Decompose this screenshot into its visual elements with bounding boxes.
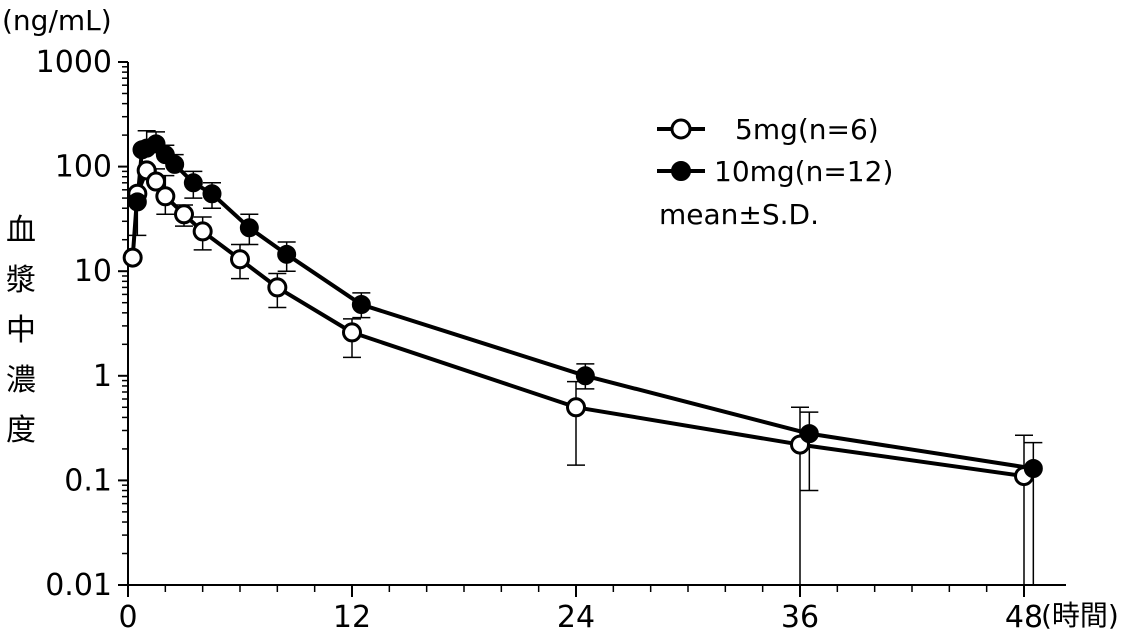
y-ticks: 1000 100 10 1 0.1 0.01 xyxy=(36,45,128,603)
x-unit-label: (時間) xyxy=(1041,599,1119,632)
legend: 5mg(n=6) 10mg(n=12) mean±S.D. xyxy=(657,113,893,231)
data-point-10mg xyxy=(351,295,371,315)
x-tick-label: 48 xyxy=(1005,600,1043,635)
y-axis-label: 血 漿 中 濃 度 xyxy=(6,213,36,448)
data-point-10mg xyxy=(183,173,203,193)
data-point-10mg xyxy=(165,154,185,174)
legend-marker-filled-circle xyxy=(671,161,691,181)
legend-entry-10mg: 10mg(n=12) xyxy=(657,155,893,188)
axes xyxy=(127,62,1066,586)
y-label-char: 濃 xyxy=(6,363,36,398)
y-label-char: 漿 xyxy=(6,263,36,298)
data-point-5mg xyxy=(267,277,288,298)
legend-note: mean±S.D. xyxy=(659,198,819,231)
y-tick-label: 100 xyxy=(55,150,112,185)
legend-marker-open-circle xyxy=(670,118,692,140)
error-bars xyxy=(128,130,1043,586)
series-line-1 xyxy=(135,141,1034,471)
y-tick-label: 10 xyxy=(74,254,112,289)
series-markers xyxy=(122,134,1043,487)
y-unit-label: (ng/mL) xyxy=(2,4,112,37)
x-tick-label: 36 xyxy=(781,600,819,635)
x-tick-label: 12 xyxy=(333,600,371,635)
data-point-10mg xyxy=(202,184,222,204)
data-point-10mg xyxy=(799,424,819,444)
legend-label-5mg: 5mg(n=6) xyxy=(735,113,879,146)
series-line-0 xyxy=(130,168,1025,479)
y-tick-label: 0.1 xyxy=(64,463,112,498)
x-ticks: 0 12 24 36 48 xyxy=(118,585,1043,635)
legend-entry-5mg: 5mg(n=6) xyxy=(657,113,879,146)
data-point-5mg xyxy=(230,249,250,270)
data-point-10mg xyxy=(277,244,297,264)
data-point-5mg xyxy=(155,186,176,207)
y-label-char: 度 xyxy=(6,413,36,448)
data-point-5mg xyxy=(174,204,194,225)
y-label-char: 血 xyxy=(6,213,36,248)
y-label-char: 中 xyxy=(6,313,36,348)
y-tick-label: 1000 xyxy=(36,45,112,80)
data-point-10mg xyxy=(1023,458,1043,478)
data-point-5mg xyxy=(192,221,213,242)
data-point-5mg xyxy=(566,397,586,418)
series-lines xyxy=(130,141,1034,479)
data-point-5mg xyxy=(146,171,166,192)
data-point-5mg xyxy=(342,322,362,343)
y-tick-label: 0.01 xyxy=(45,568,112,603)
data-point-10mg xyxy=(239,218,259,238)
data-point-5mg xyxy=(122,247,143,268)
data-point-10mg xyxy=(127,192,147,212)
x-tick-label: 24 xyxy=(557,600,595,635)
x-tick-label: 0 xyxy=(118,600,137,635)
data-point-10mg xyxy=(575,366,595,386)
y-tick-label: 1 xyxy=(93,359,112,394)
legend-label-10mg: 10mg(n=12) xyxy=(714,155,893,188)
